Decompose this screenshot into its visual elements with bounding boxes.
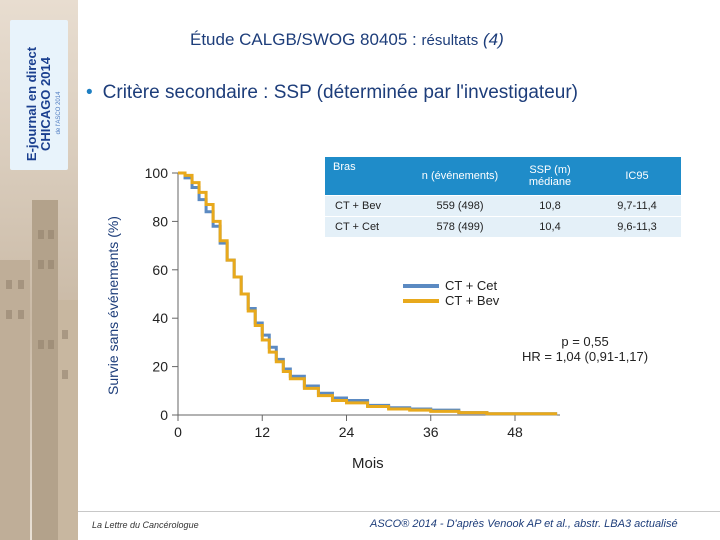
legend-item: CT + Cet [403,278,499,293]
footer-journal: La Lettre du Cancérologue [92,520,199,530]
legend-item: CT + Bev [403,293,499,308]
header-bras: Bras [325,157,413,195]
x-axis-label: Mois [352,455,384,472]
footer-divider [78,511,720,512]
series-line-bev [178,171,558,416]
results-table: Bras n (événements) SSP (m) médiane IC95… [325,157,681,237]
legend-label: CT + Bev [445,293,500,308]
y-tick-label: 100 [145,165,169,181]
x-tick-label: 36 [423,424,439,440]
hazard-ratio: HR = 1,04 (0,91-1,17) [522,349,649,364]
y-axis-label: Survie sans événements (%) [105,216,121,395]
table-row: CT + Bev 559 (498) 10,8 9,7-11,4 [325,195,681,216]
cell-ci: 9,7-11,4 [593,195,681,216]
y-tick-label: 60 [152,262,168,278]
cell-n: 578 (499) [413,216,507,237]
y-tick-label: 20 [152,359,168,375]
cell-median: 10,8 [507,195,593,216]
cell-median: 10,4 [507,216,593,237]
y-tick-label: 80 [152,213,168,229]
sidebar-banner: E-journal en direct CHICAGO 2014 de l'ASC… [0,0,78,540]
header-ic: IC95 [593,157,681,195]
p-value: p = 0,55 [561,334,609,349]
chart-legend: CT + Cet CT + Bev [403,278,499,308]
table-row: CT + Cet 578 (499) 10,4 9,6-11,3 [325,216,681,237]
table-header-row: Bras n (événements) SSP (m) médiane IC95 [325,157,681,195]
chart-curves [178,171,558,416]
footer-source: ASCO® 2014 - D'après Venook AP et al., a… [370,518,678,530]
cell-arm: CT + Cet [325,216,413,237]
legend-swatch-bev [403,298,439,303]
cell-n: 559 (498) [413,195,507,216]
cell-ci: 9,6-11,3 [593,216,681,237]
legend-swatch-cet [403,283,439,288]
bullet-icon: • [86,82,93,103]
header-n: n (événements) [413,157,507,195]
brand-logo: E-journal en direct CHICAGO 2014 de l'ASC… [10,20,68,170]
y-tick-label: 40 [152,310,168,326]
cell-arm: CT + Bev [325,195,413,216]
header-ssp: SSP (m) médiane [507,157,593,195]
legend-label: CT + Cet [445,278,498,293]
page-title: Étude CALGB/SWOG 80405 : résultats (4) [190,30,504,49]
stats-annotation: p = 0,55 HR = 1,04 (0,91-1,17) [522,334,648,364]
y-tick-label: 0 [160,407,168,423]
x-tick-label: 12 [254,424,270,440]
x-tick-label: 24 [339,424,355,440]
x-tick-label: 0 [174,424,182,440]
x-tick-label: 48 [507,424,523,440]
bullet-heading: • Critère secondaire : SSP (déterminée pa… [86,82,578,103]
